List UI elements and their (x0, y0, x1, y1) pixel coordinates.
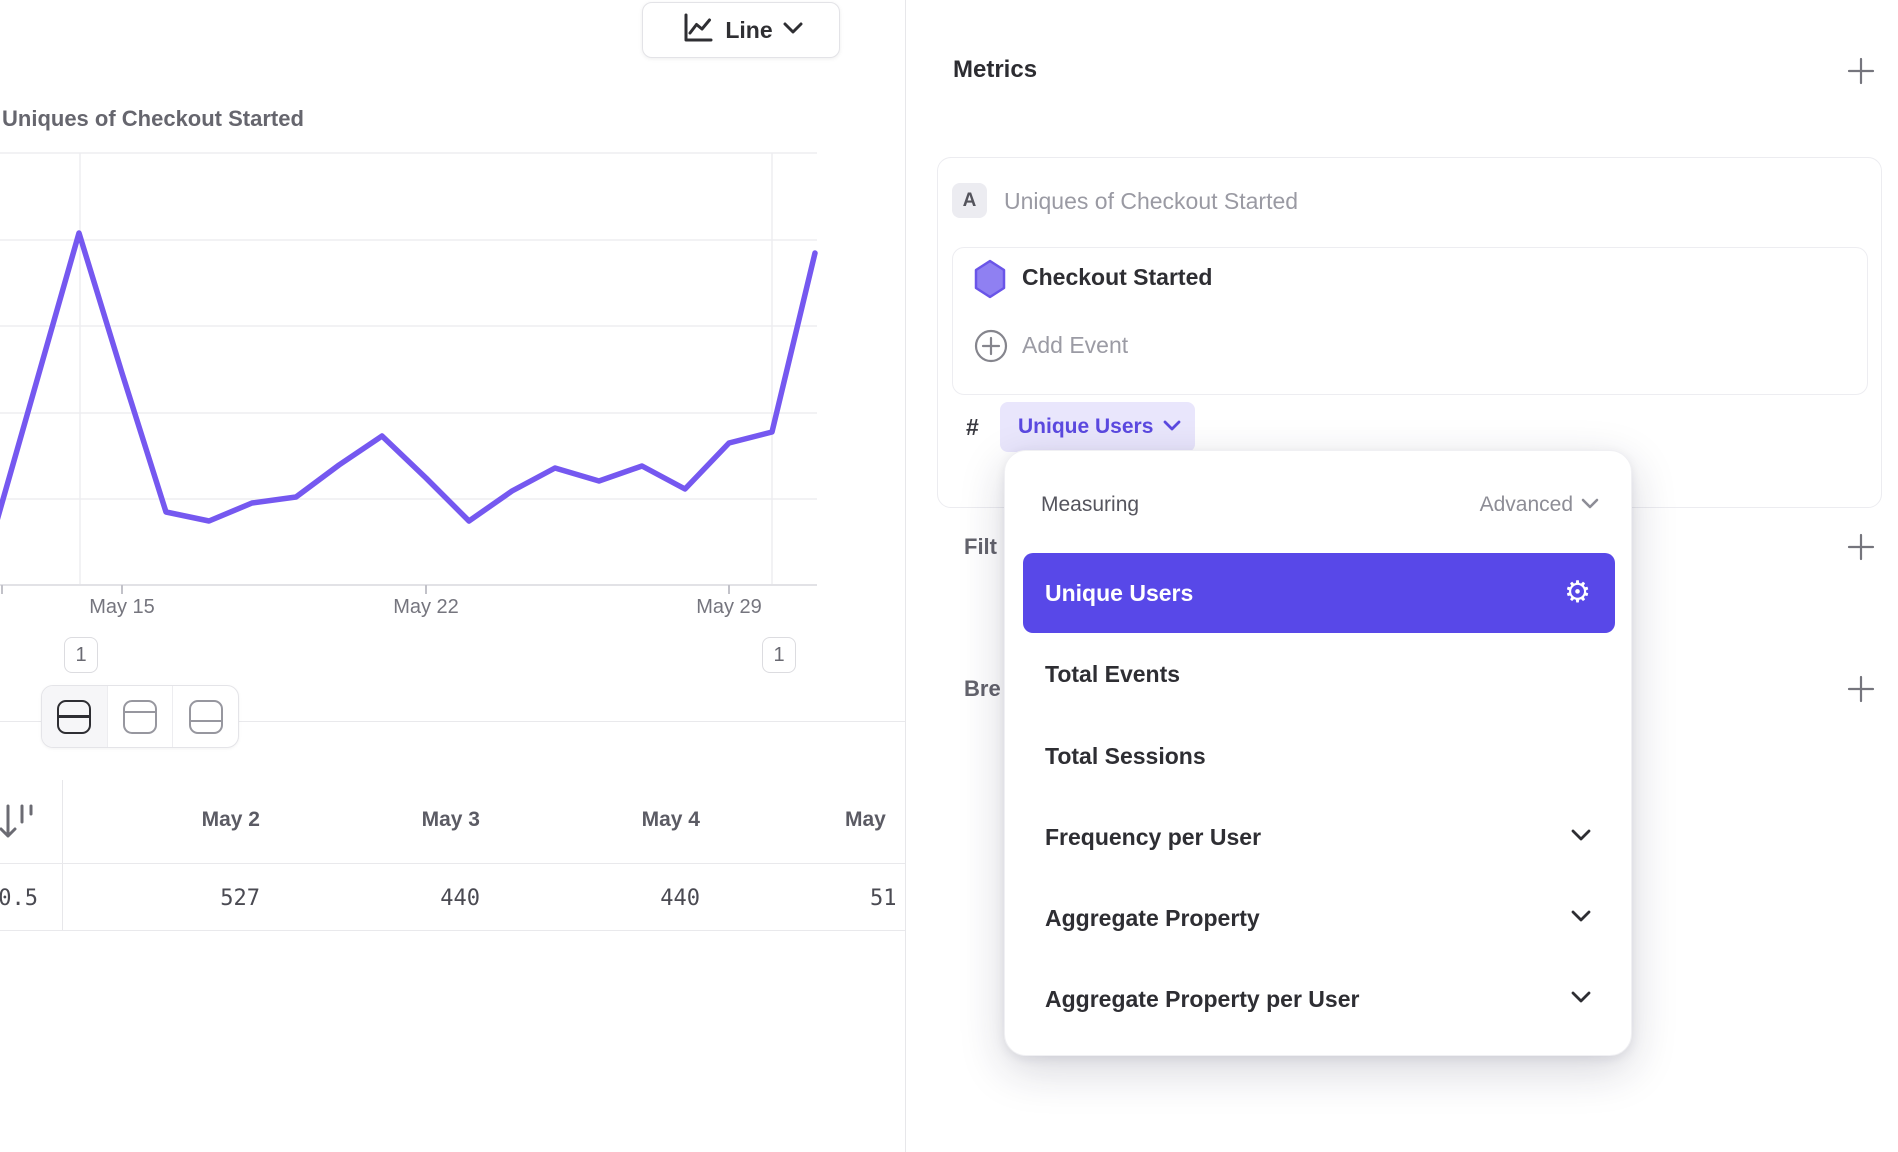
layout-chart-top-button[interactable] (106, 686, 173, 747)
chevron-down-icon (1163, 418, 1181, 436)
popup-header: Measuring (1041, 493, 1140, 516)
chevron-down-icon (1581, 496, 1599, 514)
advanced-mode-selector[interactable]: Advanced (1480, 493, 1599, 517)
chart-type-label: Line (725, 16, 773, 43)
menu-item-total-sessions[interactable]: Total Sessions (1023, 733, 1615, 779)
chart-series-line (0, 230, 818, 524)
split-top-icon (123, 699, 157, 734)
layout-table-bottom-button[interactable] (172, 686, 238, 747)
measuring-dropdown: Measuring Advanced Unique Users ⚙ Total … (1004, 450, 1632, 1056)
table-value: 440 (660, 886, 700, 911)
event-card (952, 247, 1868, 395)
event-row[interactable]: Checkout Started (1022, 264, 1213, 290)
menu-item-label: Total Events (1045, 660, 1181, 687)
table-header-border (0, 863, 905, 864)
menu-item-aggregate-property[interactable]: Aggregate Property (1023, 895, 1615, 941)
add-breakdown-button[interactable] (1846, 674, 1876, 704)
line-chart-icon (679, 10, 715, 51)
table-value-cut: 51 (870, 886, 897, 911)
add-circle-icon[interactable] (973, 328, 1009, 369)
menu-item-aggregate-property-per-user[interactable]: Aggregate Property per User (1023, 976, 1615, 1022)
table-header-may4[interactable]: May 4 (641, 808, 700, 831)
table-column-border (62, 780, 63, 930)
add-metric-button[interactable] (1846, 56, 1876, 86)
x-tick-label: May 29 (696, 596, 762, 618)
table-header-may5-cut[interactable]: May (845, 808, 886, 831)
table-header-may2[interactable]: May 2 (201, 808, 260, 831)
split-middle-icon (57, 699, 92, 734)
add-event-button[interactable]: Add Event (1022, 332, 1129, 358)
metric-name-input[interactable]: Uniques of Checkout Started (1004, 188, 1299, 214)
line-chart (0, 152, 818, 594)
advanced-mode-label: Advanced (1479, 493, 1573, 516)
event-hexagon-icon (973, 259, 1007, 304)
chart-type-button[interactable]: Line (642, 2, 840, 58)
panel-divider (905, 0, 906, 1152)
table-header-may3[interactable]: May 3 (421, 808, 480, 831)
chart-panel: Line Uniques of Checkout Started (0, 0, 905, 1152)
menu-item-total-events[interactable]: Total Events (1023, 651, 1615, 697)
chevron-down-icon (1571, 990, 1591, 1008)
measurement-chip[interactable]: Unique Users (1000, 402, 1196, 452)
chevron-down-icon (1571, 909, 1591, 927)
table-frozen-value: 0.5 (0, 886, 38, 911)
menu-item-frequency-per-user[interactable]: Frequency per User (1023, 814, 1615, 860)
measure-hash-prefix: # (966, 414, 979, 440)
chevron-down-icon (1571, 828, 1591, 846)
chart-page-button-left[interactable]: 1 (64, 637, 98, 673)
menu-item-label: Total Sessions (1045, 742, 1206, 769)
measurement-chip-label: Unique Users (1018, 415, 1154, 438)
metric-letter-badge[interactable]: A (952, 183, 987, 218)
x-tick-label: May 22 (393, 596, 459, 618)
sort-icon[interactable] (0, 800, 40, 849)
table-row-border (0, 930, 905, 931)
menu-item-label: Unique Users (1045, 579, 1194, 606)
layout-split-button[interactable] (42, 686, 107, 747)
menu-item-label: Aggregate Property per User (1045, 985, 1360, 1012)
metrics-section-title: Metrics (953, 56, 1038, 83)
breakdowns-section-title-cut: Bre (964, 676, 1001, 701)
chevron-down-icon (783, 21, 803, 39)
gear-icon[interactable]: ⚙ (1564, 575, 1591, 610)
chart-page-button-right[interactable]: 1 (762, 637, 796, 673)
split-bottom-icon (188, 699, 223, 734)
chart-title: Uniques of Checkout Started (2, 106, 304, 131)
layout-toggle-group (41, 685, 239, 748)
section-divider (0, 721, 905, 722)
menu-item-label: Aggregate Property (1045, 904, 1260, 931)
x-tick-label: May 15 (89, 596, 155, 618)
table-value: 440 (440, 886, 480, 911)
filters-section-title-cut: Filt (964, 534, 997, 559)
table-value: 527 (220, 886, 260, 911)
menu-item-label: Frequency per User (1045, 823, 1262, 850)
menu-item-unique-users[interactable]: Unique Users ⚙ (1023, 553, 1615, 633)
add-filter-button[interactable] (1846, 532, 1876, 562)
